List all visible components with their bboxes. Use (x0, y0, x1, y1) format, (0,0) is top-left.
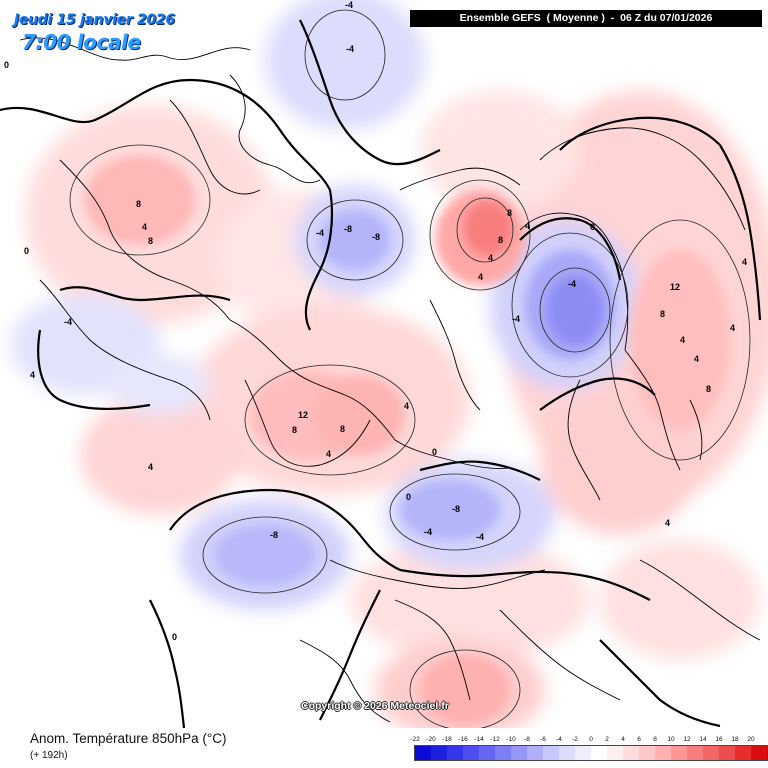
color-scale-label: 4 (621, 736, 625, 743)
color-scale-swatch (511, 746, 527, 760)
color-scale-swatch (527, 746, 543, 760)
contour-label: 0 (406, 492, 411, 502)
color-scale-swatch (575, 746, 591, 760)
contour-label: 0 (24, 246, 29, 256)
contour-label: -4 (476, 532, 484, 542)
contour-label: 8 (340, 424, 345, 434)
color-scale-label: 8 (653, 736, 657, 743)
color-scale-swatch (463, 746, 479, 760)
contour-label: -4 (512, 314, 520, 324)
contour-label: 12 (298, 410, 308, 420)
contour-label: 8 (148, 236, 153, 246)
contour-label: 4 (742, 257, 747, 267)
contour-label: 4 (665, 518, 670, 528)
color-scale-swatch (719, 746, 735, 760)
color-scale-label: 18 (731, 736, 739, 743)
contour-label: 8 (136, 199, 141, 209)
color-scale-swatch (479, 746, 495, 760)
color-scale-label: 10 (667, 736, 675, 743)
forecast-local-time: 7:00 locale (22, 30, 141, 54)
color-scale-label: 14 (699, 736, 707, 743)
color-scale-label: -12 (490, 736, 500, 743)
color-scale-label: 12 (683, 736, 691, 743)
contour-label: 8 (706, 384, 711, 394)
contour-labels: -4-4-4 -8-8-4-4-4 -4-8-8-44884484841212884… (4, 0, 747, 642)
contour-label: 0 (4, 60, 9, 70)
color-scale-label: -4 (556, 736, 562, 743)
contour-label: 4 (680, 335, 685, 345)
color-scale-label: 16 (715, 736, 723, 743)
contour-label: -4 (64, 317, 72, 327)
contour-label: 4 (148, 462, 153, 472)
color-scale-label: -22 (410, 736, 420, 743)
contour-label: 0 (172, 632, 177, 642)
anomaly-contours (69, 9, 751, 728)
color-scale-swatch (559, 746, 575, 760)
contour-label: 4 (488, 253, 493, 263)
contour-label: 4 (326, 449, 331, 459)
color-scale-swatch (591, 746, 607, 760)
zero-contours (0, 19, 762, 728)
contour-label: 4 (730, 323, 735, 333)
color-scale-label: 0 (589, 736, 593, 743)
anomaly-fill-layer (10, 0, 768, 728)
copyright-text: Copyright © 2026 Meteociel.fr (301, 700, 449, 712)
contour-label: 4 (142, 222, 147, 232)
color-scale-swatch (655, 746, 671, 760)
color-scale-swatch (543, 746, 559, 760)
anomaly-map: -4-4-4 -8-8-4-4-4 -4-8-8-44884484841212884… (0, 0, 768, 728)
contour-label: 8 (498, 235, 503, 245)
color-scale-swatch (751, 746, 767, 760)
color-scale-label: -2 (572, 736, 578, 743)
color-scale-label: 2 (605, 736, 609, 743)
contour-label: 4 (478, 272, 483, 282)
contour-label: -4 (345, 0, 353, 10)
color-scale-swatch (495, 746, 511, 760)
color-scale-label: -10 (506, 736, 516, 743)
forecast-lead-time: (+ 192h) (30, 750, 68, 761)
contour-label: -4 (316, 228, 324, 238)
color-scale-swatch (735, 746, 751, 760)
contour-label: -4 (424, 527, 432, 537)
contour-label: -4 (346, 44, 354, 54)
contour-label: 8 (292, 425, 297, 435)
color-scale-swatch (415, 746, 431, 760)
contour-label: 4 (404, 401, 409, 411)
color-scale-swatch (687, 746, 703, 760)
color-scale-swatch (623, 746, 639, 760)
map-title: Anom. Température 850hPa (°C) (30, 731, 227, 746)
color-scale-label: 20 (747, 736, 755, 743)
color-scale-label: -16 (458, 736, 468, 743)
color-scale-label: -18 (442, 736, 452, 743)
contour-label: 4 (694, 354, 699, 364)
contour-label: 4 (525, 221, 530, 231)
contour-label: -8 (344, 224, 352, 234)
contour-label: 4 (30, 370, 35, 380)
forecast-date: Jeudi 15 janvier 2026 (14, 12, 175, 28)
color-scale-swatch (431, 746, 447, 760)
color-scale-bar (414, 745, 768, 761)
color-scale-swatch (607, 746, 623, 760)
contour-label: 12 (670, 282, 680, 292)
color-scale-label: 6 (637, 736, 641, 743)
contour-label: -8 (270, 530, 278, 540)
color-scale-swatch (671, 746, 687, 760)
contour-label: 0 (432, 447, 437, 457)
anomaly-core-layer (85, 155, 730, 725)
contour-label: 0 (590, 222, 595, 232)
contour-label: -8 (452, 504, 460, 514)
color-scale-label: -20 (426, 736, 436, 743)
contour-label: -4 (568, 279, 576, 289)
color-scale-swatch (639, 746, 655, 760)
color-scale-label: -6 (540, 736, 546, 743)
model-run-banner: Ensemble GEFS ( Moyenne ) - 06 Z du 07/0… (410, 10, 762, 27)
contour-label: -8 (372, 232, 380, 242)
color-scale-label: -8 (524, 736, 530, 743)
color-scale-swatch (447, 746, 463, 760)
contour-label: 8 (507, 208, 512, 218)
contour-label: 8 (660, 309, 665, 319)
color-scale-swatch (703, 746, 719, 760)
color-scale-label: -14 (474, 736, 484, 743)
